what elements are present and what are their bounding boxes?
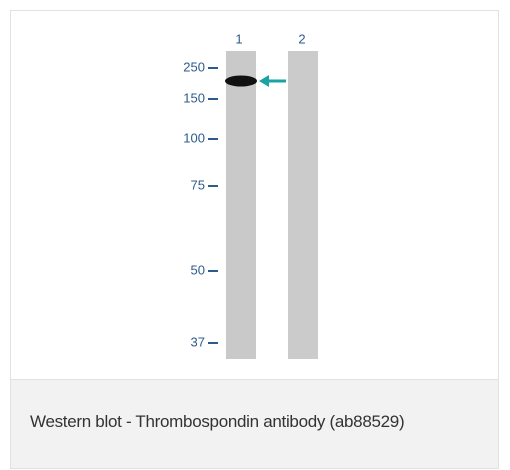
lane <box>288 51 318 359</box>
page: 1 2 250 150 100 75 50 37 Western blot - Throm… <box>0 0 510 470</box>
product-image-card: 1 2 250 150 100 75 50 37 Western blot - Throm… <box>10 10 499 469</box>
markers: 250 150 100 75 50 37 <box>183 59 218 349</box>
marker-label: 50 <box>191 262 205 277</box>
arrow-head <box>259 75 269 87</box>
lane-label: 2 <box>298 31 305 46</box>
lane <box>226 51 256 359</box>
marker-label: 37 <box>191 334 205 349</box>
western-blot-image: 1 2 250 150 100 75 50 37 <box>11 11 498 381</box>
marker-label: 150 <box>183 90 205 105</box>
marker-label: 100 <box>183 130 205 145</box>
marker-label: 75 <box>191 177 205 192</box>
caption: Western blot - Thrombospondin antibody (… <box>30 412 404 432</box>
caption-bar: Western blot - Thrombospondin antibody (… <box>11 379 498 468</box>
band <box>225 76 257 87</box>
lane-label: 1 <box>235 31 242 46</box>
marker-label: 250 <box>183 59 205 74</box>
